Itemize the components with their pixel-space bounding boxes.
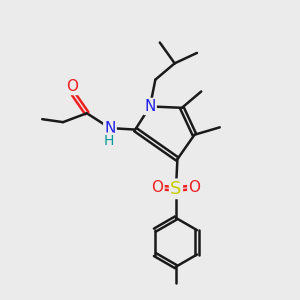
Text: N: N <box>144 99 156 114</box>
Text: O: O <box>66 79 78 94</box>
Text: O: O <box>152 180 164 195</box>
Text: O: O <box>188 180 200 195</box>
Text: H: H <box>103 134 114 148</box>
Text: S: S <box>170 180 182 198</box>
Text: N: N <box>104 121 116 136</box>
